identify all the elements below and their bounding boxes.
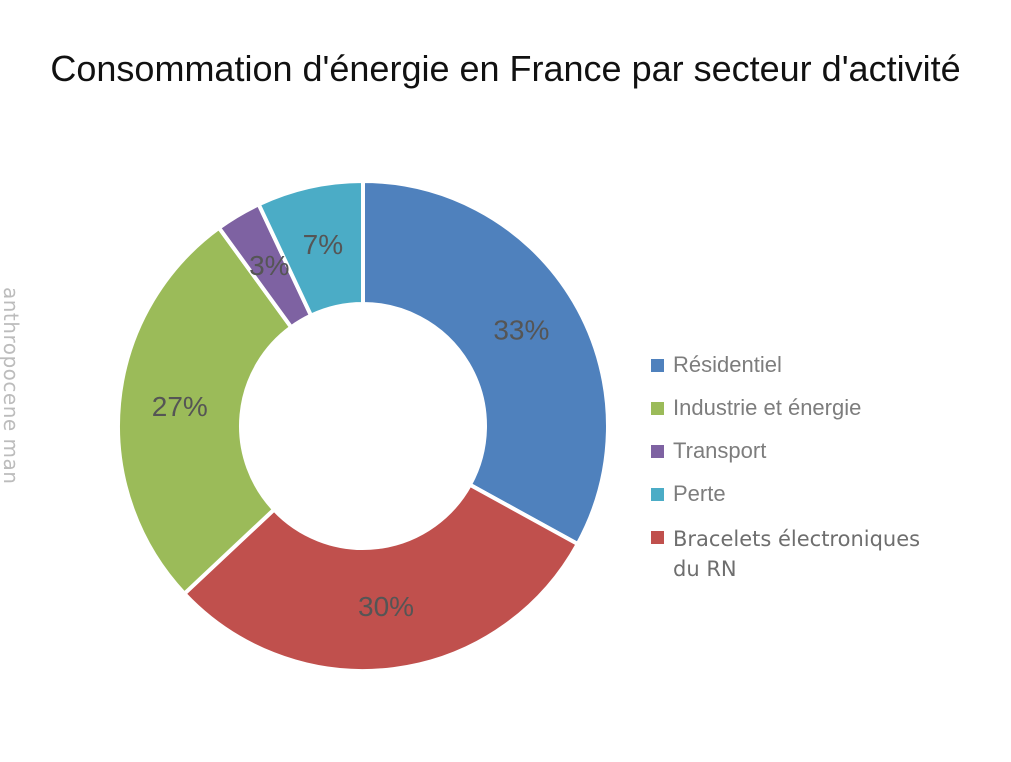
pie-slice-percent-label: 7% (303, 229, 343, 260)
legend-item: Industrie et énergie (651, 395, 961, 421)
legend-item: Résidentiel (651, 352, 961, 378)
legend-swatch (651, 402, 664, 415)
legend-item-label: Résidentiel (673, 352, 782, 377)
legend-item-label: Bracelets électroniques du RN (673, 527, 921, 581)
pie-slice (116, 224, 295, 597)
legend-swatch (651, 445, 664, 458)
pie-slice (256, 178, 365, 319)
pie-slice-percent-label: 3% (249, 250, 289, 281)
pie-slice-percent-label: 33% (493, 315, 549, 346)
legend-swatch (651, 531, 664, 544)
pie-slice-percent-label: 27% (152, 391, 208, 422)
pie-slice (181, 482, 581, 673)
legend-item-label: Industrie et énergie (673, 395, 862, 420)
legend-swatch (651, 488, 664, 501)
legend-item: Perte (651, 481, 961, 507)
watermark-text: anthropocene man (0, 287, 23, 485)
chart-legend: Résidentiel Industrie et énergie Transport… (651, 352, 961, 601)
legend-swatch (651, 359, 664, 372)
legend-item: Bracelets électroniques du RN (651, 524, 961, 584)
pie-slice-percent-label: 30% (358, 591, 414, 622)
legend-item-label: Transport (673, 438, 767, 463)
legend-item: Transport (651, 438, 961, 464)
legend-item-label: Perte (673, 481, 726, 506)
chart-title: Consommation d'énergie en France par sec… (50, 48, 961, 89)
pie-slice (361, 178, 610, 547)
